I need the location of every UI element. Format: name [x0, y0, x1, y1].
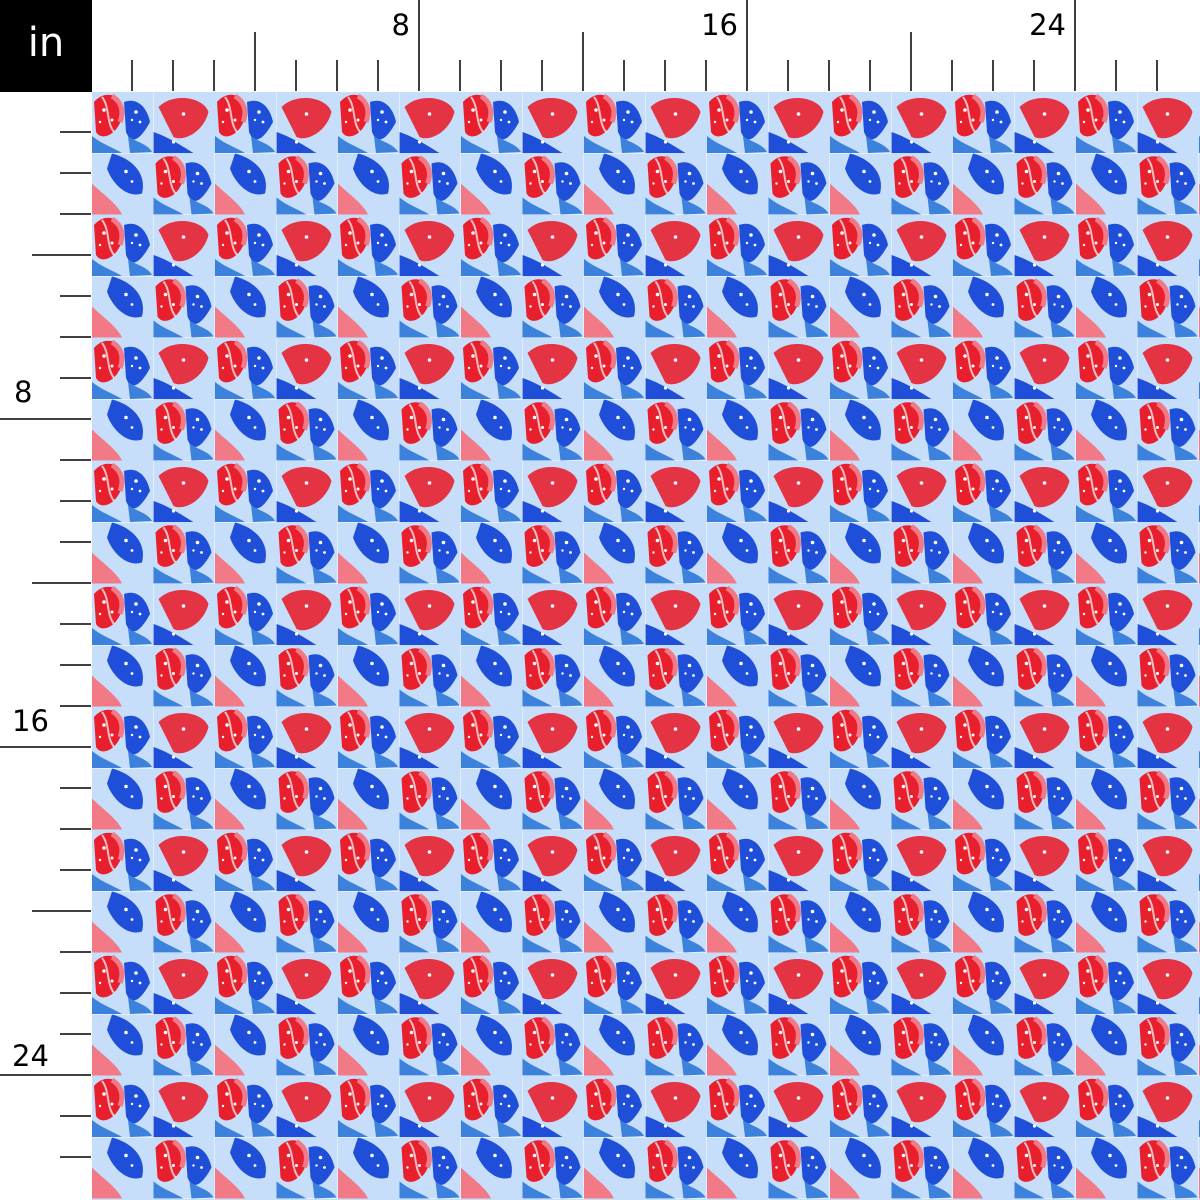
left-ruler-label-24: 24 — [12, 1039, 49, 1073]
left-ruler — [0, 131, 91, 1158]
top-ruler-label-16: 16 — [701, 8, 738, 42]
left-ruler-label-8: 8 — [14, 375, 32, 409]
fabric-pattern-preview — [92, 92, 1200, 1200]
top-ruler-label-24: 24 — [1029, 8, 1066, 42]
left-ruler-label-16: 16 — [12, 704, 49, 738]
fabric-print — [92, 92, 1200, 1200]
unit-label: in — [0, 0, 92, 92]
top-ruler-label-8: 8 — [392, 8, 410, 42]
top-ruler — [131, 0, 1158, 91]
